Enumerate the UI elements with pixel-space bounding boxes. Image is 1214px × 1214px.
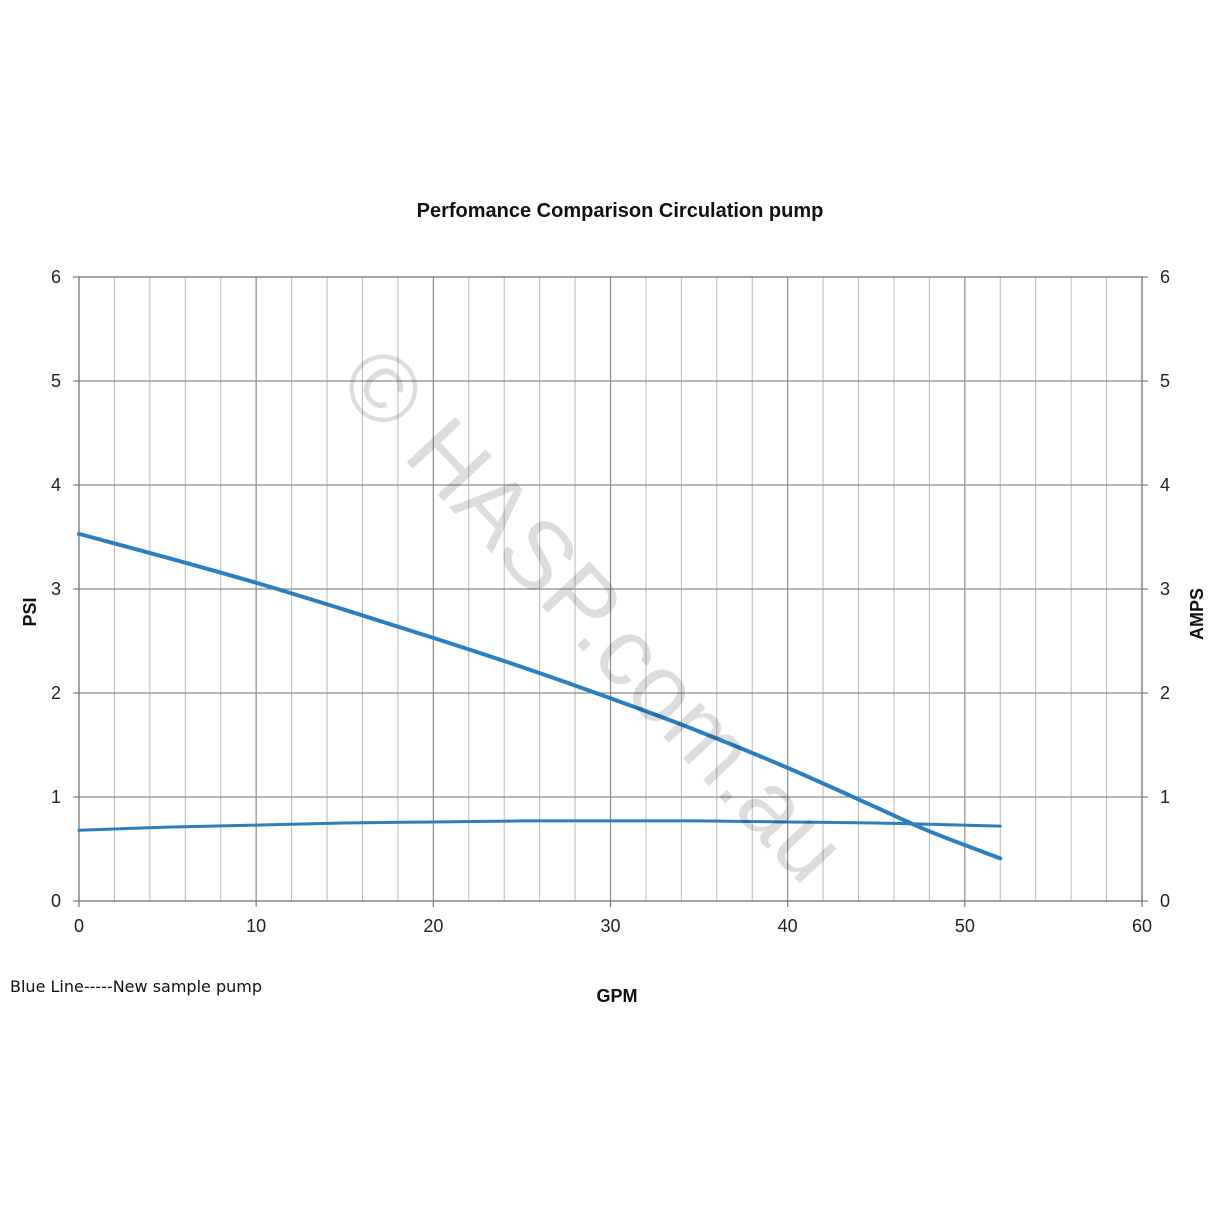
y-tick-label-right: 1 xyxy=(1160,787,1170,807)
y-axis-title-left: PSI xyxy=(20,597,40,626)
y-tick-label-left: 2 xyxy=(51,683,61,703)
y-tick-label-left: 3 xyxy=(51,579,61,599)
x-tick-label: 20 xyxy=(423,916,443,936)
watermark-logo: © HASP.com.au xyxy=(320,326,867,902)
y-tick-label-right: 3 xyxy=(1160,579,1170,599)
y-tick-label-right: 0 xyxy=(1160,891,1170,911)
x-tick-label: 30 xyxy=(600,916,620,936)
x-tick-label: 40 xyxy=(778,916,798,936)
y-tick-label-right: 6 xyxy=(1160,267,1170,287)
y-tick-label-left: 1 xyxy=(51,787,61,807)
x-tick-label: 10 xyxy=(246,916,266,936)
y-tick-label-left: 4 xyxy=(51,475,61,495)
legend-note: Blue Line-----New sample pump xyxy=(10,977,262,996)
y-tick-label-left: 6 xyxy=(51,267,61,287)
y-tick-label-left: 5 xyxy=(51,371,61,391)
x-tick-label: 50 xyxy=(955,916,975,936)
y-axis-title-right: AMPS xyxy=(1187,588,1207,640)
x-axis-title: GPM xyxy=(596,986,637,1006)
chart-title: Perfomance Comparison Circulation pump xyxy=(417,200,824,222)
y-tick-label-right: 2 xyxy=(1160,683,1170,703)
y-tick-label-right: 5 xyxy=(1160,371,1170,391)
x-tick-label: 0 xyxy=(74,916,84,936)
x-tick-label: 60 xyxy=(1132,916,1152,936)
y-tick-label-right: 4 xyxy=(1160,475,1170,495)
y-tick-label-left: 0 xyxy=(51,891,61,911)
